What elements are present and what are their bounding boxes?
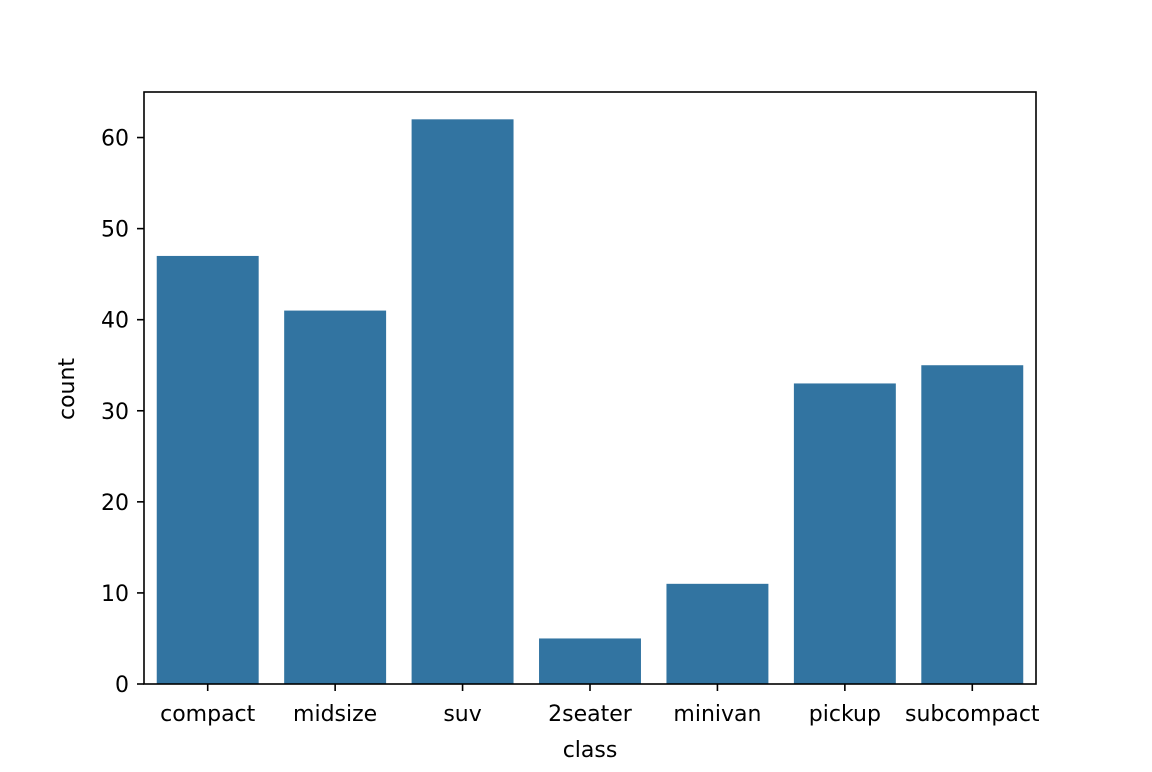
- y-axis: 0 10 20 30 40 50 60: [101, 127, 144, 698]
- x-tick-label: subcompact: [905, 702, 1040, 727]
- bar-subcompact: [921, 365, 1024, 684]
- y-axis-label: count: [55, 358, 80, 420]
- plot-frame: [143, 91, 1037, 685]
- y-tick-label: 20: [101, 491, 129, 516]
- bar-midsize: [284, 310, 387, 684]
- x-tick-label: suv: [443, 702, 481, 727]
- bars-layer: [156, 119, 1024, 684]
- x-axis: compact midsize suv 2seater minivan pickup sub…: [160, 684, 1040, 727]
- x-tick-label: midsize: [293, 702, 377, 727]
- bar-compact: [156, 255, 259, 684]
- bar-2seater: [539, 638, 641, 684]
- axes-layer: [143, 91, 1037, 685]
- x-tick-label: pickup: [809, 702, 881, 727]
- y-tick-label: 30: [101, 400, 129, 425]
- x-tick-label: minivan: [673, 702, 761, 727]
- x-axis-label: class: [563, 738, 618, 763]
- x-tick-label: compact: [160, 702, 256, 727]
- y-tick-label: 40: [101, 309, 129, 334]
- x-tick-label: 2seater: [548, 702, 633, 727]
- y-tick-label: 0: [115, 673, 129, 698]
- bar-suv: [411, 119, 514, 684]
- y-tick-label: 50: [101, 218, 129, 243]
- y-tick-label: 10: [101, 582, 129, 607]
- y-tick-label: 60: [101, 127, 129, 152]
- bar-pickup: [793, 383, 896, 684]
- bar-minivan: [666, 583, 769, 684]
